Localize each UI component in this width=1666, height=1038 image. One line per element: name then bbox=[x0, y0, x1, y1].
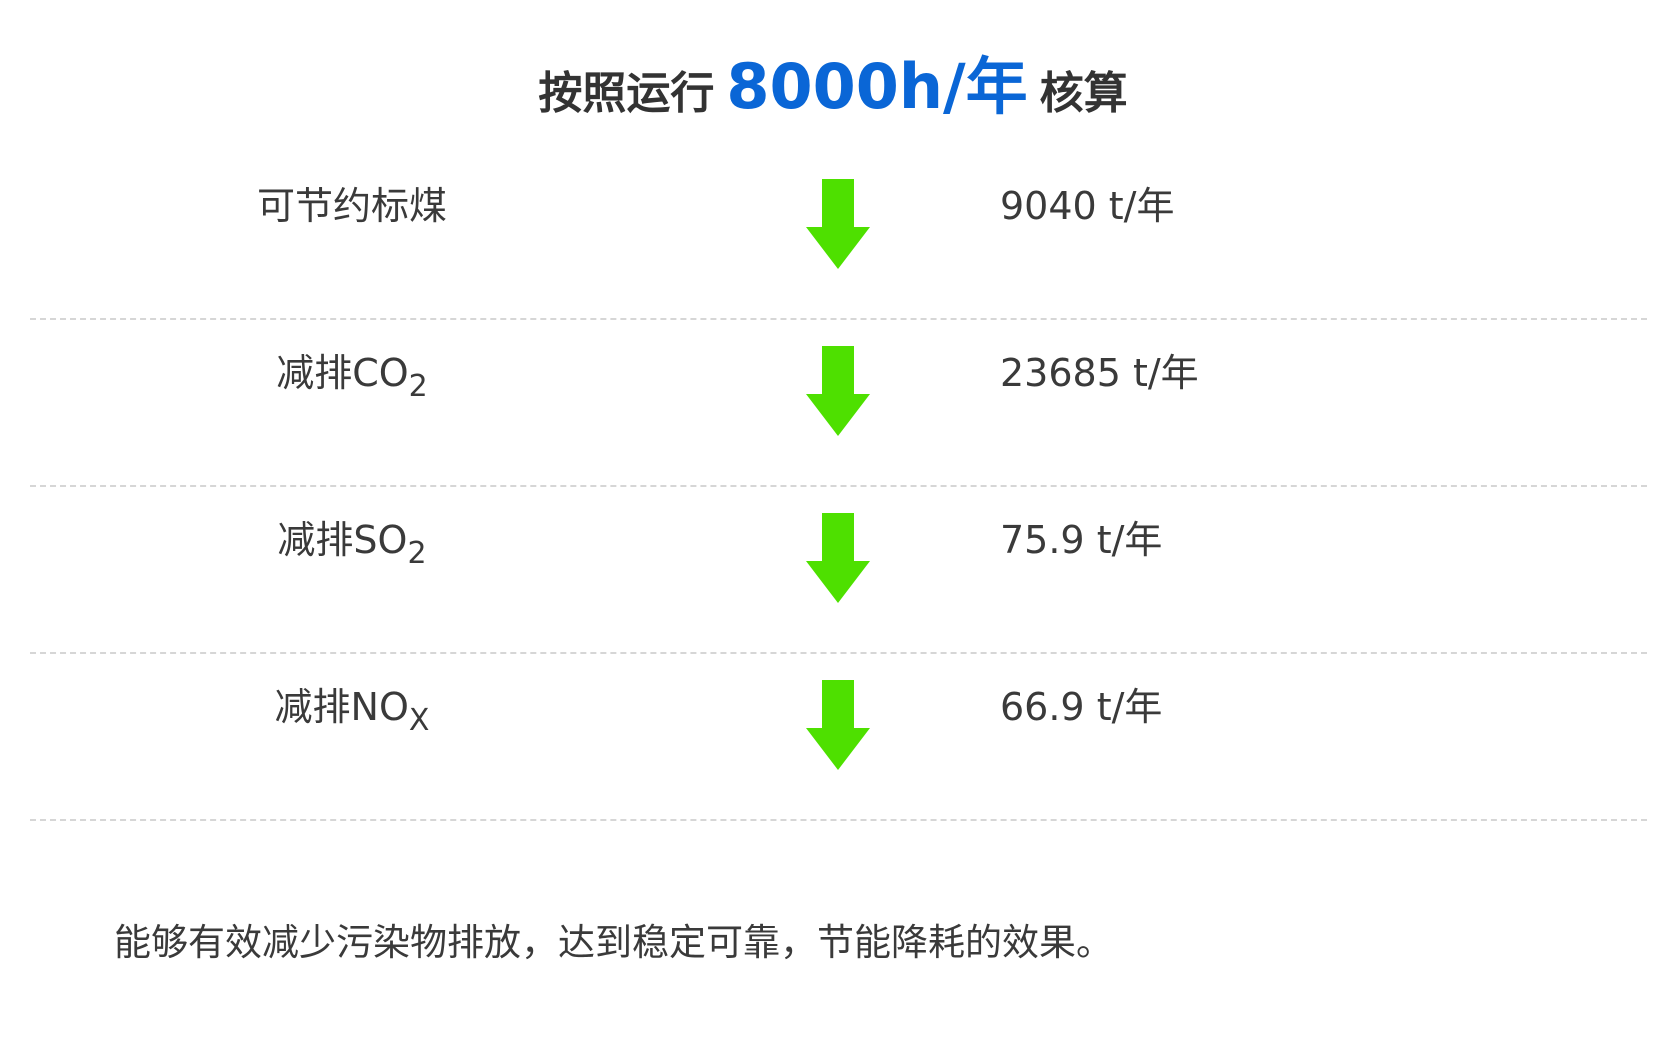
metric-value: 23685 t/年 bbox=[1000, 351, 1199, 395]
metric-label: 减排SO2 bbox=[252, 509, 452, 571]
title-highlight: 8000h/年 bbox=[726, 50, 1028, 123]
metric-row: 减排SO2 75.9 t/年 bbox=[30, 485, 1647, 654]
metric-label: 减排CO2 bbox=[252, 342, 452, 404]
metric-label: 减排NOX bbox=[252, 676, 452, 738]
metric-label-subscript: 2 bbox=[408, 369, 428, 404]
metric-label-text: 减排CO bbox=[276, 351, 409, 395]
metric-label: 可节约标煤 bbox=[252, 175, 452, 237]
metric-row: 减排NOX 66.9 t/年 bbox=[30, 652, 1647, 821]
arrow-down-icon bbox=[806, 346, 870, 436]
metric-label-text: 减排SO bbox=[277, 518, 408, 562]
title-suffix: 核算 bbox=[1039, 68, 1128, 119]
metric-row: 减排CO2 23685 t/年 bbox=[30, 318, 1647, 487]
metric-row: 可节约标煤 9040 t/年 bbox=[30, 151, 1647, 320]
metric-label-subscript: X bbox=[408, 703, 430, 738]
metric-value: 66.9 t/年 bbox=[1000, 685, 1163, 729]
metric-label-text: 减排NO bbox=[274, 685, 409, 729]
metric-label-subscript: 2 bbox=[407, 536, 427, 571]
title-prefix: 按照运行 bbox=[538, 68, 715, 119]
metric-label-text: 可节约标煤 bbox=[256, 184, 447, 228]
arrow-down-icon bbox=[806, 680, 870, 770]
metric-value: 75.9 t/年 bbox=[1000, 518, 1163, 562]
metric-value: 9040 t/年 bbox=[1000, 184, 1175, 228]
footer-text: 能够有效减少污染物排放，达到稳定可靠，节能降耗的效果。 bbox=[114, 921, 1113, 964]
arrow-down-icon bbox=[806, 179, 870, 269]
page-title: 按照运行 8000h/年 核算 bbox=[0, 36, 1666, 126]
arrow-down-icon bbox=[806, 513, 870, 603]
